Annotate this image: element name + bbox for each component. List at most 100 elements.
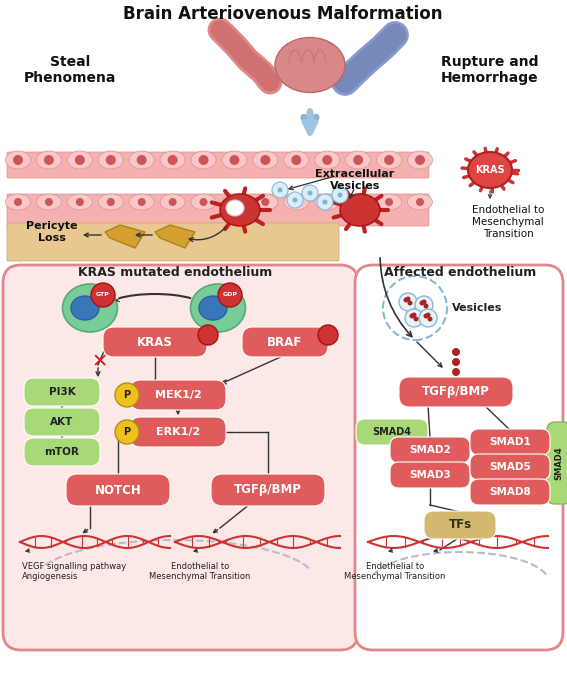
FancyBboxPatch shape: [211, 474, 325, 506]
FancyBboxPatch shape: [242, 327, 328, 357]
Circle shape: [200, 198, 208, 206]
Circle shape: [318, 325, 338, 345]
Circle shape: [413, 316, 418, 321]
Ellipse shape: [36, 194, 61, 210]
Circle shape: [354, 198, 362, 206]
Ellipse shape: [199, 296, 227, 320]
Circle shape: [260, 155, 270, 165]
Text: Pericyte
Loss: Pericyte Loss: [26, 221, 78, 243]
Text: ✕: ✕: [92, 353, 108, 372]
Ellipse shape: [222, 151, 247, 169]
Ellipse shape: [315, 151, 340, 169]
Text: MEK1/2: MEK1/2: [155, 390, 201, 400]
FancyBboxPatch shape: [24, 438, 100, 466]
Polygon shape: [105, 225, 145, 248]
Text: SMAD1: SMAD1: [489, 437, 531, 447]
Text: Steal
Phenomena: Steal Phenomena: [24, 55, 116, 85]
FancyBboxPatch shape: [547, 422, 567, 504]
Circle shape: [428, 316, 433, 321]
Text: GTP: GTP: [96, 293, 110, 297]
Circle shape: [272, 182, 288, 198]
Circle shape: [408, 300, 413, 305]
Ellipse shape: [253, 151, 278, 169]
Text: Endothelial to
Mesenchymal
Transition: Endothelial to Mesenchymal Transition: [472, 205, 544, 239]
Text: Endothelial to
Mesenchymal Transition: Endothelial to Mesenchymal Transition: [149, 562, 251, 582]
Circle shape: [323, 199, 328, 204]
Text: mTOR: mTOR: [45, 447, 79, 457]
Ellipse shape: [191, 194, 216, 210]
Text: Extracellular
Vesicles: Extracellular Vesicles: [315, 169, 395, 191]
Ellipse shape: [98, 151, 123, 169]
Ellipse shape: [222, 194, 247, 210]
FancyBboxPatch shape: [66, 474, 170, 506]
Text: ERK1/2: ERK1/2: [156, 427, 200, 437]
Circle shape: [420, 300, 425, 305]
Circle shape: [198, 155, 209, 165]
Ellipse shape: [340, 194, 380, 226]
Circle shape: [419, 309, 437, 327]
Text: TGFβ/BMP: TGFβ/BMP: [234, 484, 302, 496]
Ellipse shape: [191, 151, 216, 169]
Circle shape: [452, 348, 460, 356]
Text: KRAS: KRAS: [137, 335, 173, 349]
Circle shape: [416, 198, 424, 206]
FancyBboxPatch shape: [130, 380, 226, 410]
Circle shape: [317, 194, 333, 210]
Circle shape: [421, 300, 426, 304]
FancyBboxPatch shape: [24, 378, 100, 406]
Text: Brain Arteriovenous Malformation: Brain Arteriovenous Malformation: [123, 5, 443, 23]
Text: SMAD5: SMAD5: [489, 462, 531, 472]
Ellipse shape: [6, 194, 31, 210]
Text: Rupture and
Hemorrhage: Rupture and Hemorrhage: [441, 55, 539, 85]
Ellipse shape: [253, 194, 278, 210]
Circle shape: [424, 314, 429, 318]
Text: SMAD8: SMAD8: [489, 487, 531, 497]
Circle shape: [168, 155, 177, 165]
Ellipse shape: [468, 152, 512, 188]
Circle shape: [415, 296, 433, 314]
Ellipse shape: [36, 151, 61, 169]
Circle shape: [409, 314, 414, 318]
Text: SMAD2: SMAD2: [409, 445, 451, 455]
Circle shape: [76, 198, 84, 206]
Circle shape: [302, 185, 318, 201]
Circle shape: [405, 309, 423, 327]
Circle shape: [287, 192, 303, 208]
Circle shape: [425, 312, 430, 318]
Text: Affected endothelium: Affected endothelium: [384, 265, 536, 279]
Circle shape: [412, 312, 417, 318]
Ellipse shape: [160, 151, 185, 169]
Polygon shape: [155, 225, 195, 248]
Ellipse shape: [275, 38, 345, 92]
FancyBboxPatch shape: [130, 417, 226, 447]
Ellipse shape: [191, 284, 246, 332]
Ellipse shape: [160, 194, 185, 210]
FancyBboxPatch shape: [356, 419, 428, 445]
Text: GDP: GDP: [222, 293, 238, 297]
Text: KRAS: KRAS: [475, 165, 505, 175]
Ellipse shape: [346, 151, 371, 169]
FancyBboxPatch shape: [3, 265, 358, 650]
Ellipse shape: [284, 151, 309, 169]
Ellipse shape: [98, 194, 123, 210]
Text: Endothelial to
Mesenchymal Transition: Endothelial to Mesenchymal Transition: [344, 562, 446, 582]
Ellipse shape: [408, 194, 433, 210]
Circle shape: [115, 383, 139, 407]
FancyBboxPatch shape: [7, 194, 429, 226]
Circle shape: [261, 198, 269, 206]
Circle shape: [91, 283, 115, 307]
Text: AKT: AKT: [50, 417, 74, 427]
Text: NOTCH: NOTCH: [95, 484, 141, 496]
Circle shape: [307, 190, 312, 195]
FancyBboxPatch shape: [399, 377, 513, 407]
Circle shape: [168, 198, 176, 206]
Text: P: P: [124, 390, 130, 400]
Ellipse shape: [315, 194, 340, 210]
Ellipse shape: [220, 194, 260, 226]
FancyBboxPatch shape: [7, 152, 429, 178]
Circle shape: [404, 298, 408, 302]
Ellipse shape: [71, 296, 99, 320]
Circle shape: [45, 198, 53, 206]
Text: KRAS mutated endothelium: KRAS mutated endothelium: [78, 265, 272, 279]
Circle shape: [230, 155, 239, 165]
